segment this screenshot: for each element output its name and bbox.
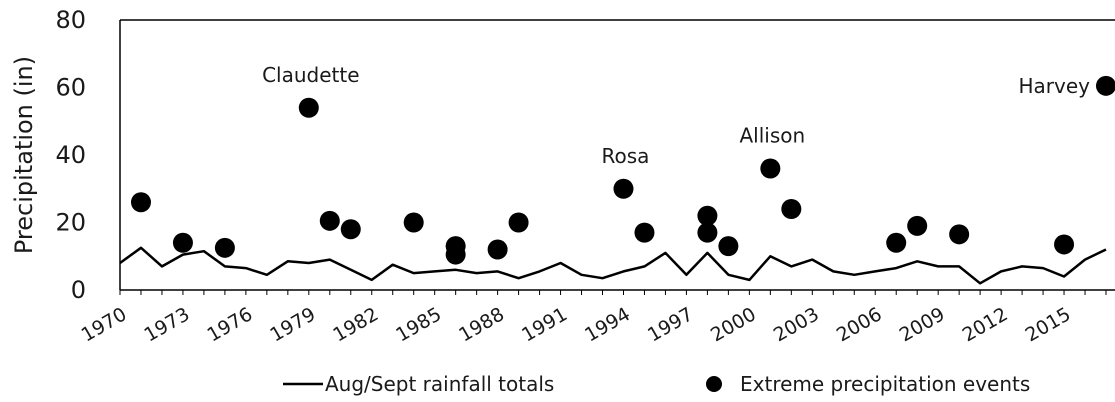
y-tick-label: 80 (55, 6, 86, 34)
x-tick-label: 2006 (833, 303, 886, 346)
extreme-event-point (487, 239, 508, 260)
extreme-event-point (886, 232, 907, 253)
x-tick-label: 1982 (329, 303, 382, 346)
extreme-event-point (907, 215, 928, 236)
extreme-event-point (949, 224, 970, 245)
x-tick-label: 2009 (896, 303, 949, 346)
x-tick-label: 2012 (959, 303, 1012, 346)
extreme-event-point (403, 212, 424, 233)
x-tick-label: 1988 (455, 303, 508, 346)
x-tick-label: 2000 (707, 303, 760, 346)
x-axis-ticks: 1970 1973 1976 1979 1982 1985 1988 1991 1994 1997… (78, 290, 1107, 347)
extreme-event-point (781, 199, 802, 219)
y-tick-label: 0 (71, 276, 86, 304)
x-tick-label: 2003 (770, 303, 823, 346)
legend-label-rainfall: Aug/Sept rainfall totals (325, 372, 554, 396)
annotation-harvey: Harvey (1019, 74, 1091, 98)
extreme-event-point (172, 232, 193, 253)
y-axis-ticks: 0 20 40 60 80 (55, 6, 86, 304)
x-tick-label: 1976 (203, 303, 256, 346)
extreme-event-point (508, 212, 529, 233)
x-tick-label: 1973 (141, 303, 194, 346)
extreme-event-point (298, 97, 319, 118)
x-tick-label: 1979 (266, 303, 319, 346)
rainfall-line-series (119, 246, 1107, 285)
y-tick-label: 20 (55, 209, 86, 237)
x-tick-label: 1997 (644, 303, 697, 346)
chart-axes (119, 19, 1115, 291)
extreme-event-point (130, 192, 151, 213)
extreme-event-point (1096, 75, 1115, 96)
extreme-event-point (340, 219, 361, 240)
extreme-event-point (1054, 234, 1075, 255)
extreme-event-point (613, 178, 634, 199)
annotation-allison: Allison (739, 124, 805, 148)
extreme-event-point (718, 236, 739, 257)
legend: Aug/Sept rainfall totals Extreme precipit… (283, 372, 1030, 396)
annotation-rosa: Rosa (602, 144, 650, 168)
y-axis-label: Precipitation (in) (10, 56, 38, 254)
legend-dot-swatch (706, 376, 722, 392)
x-tick-label: 1985 (392, 303, 445, 346)
extreme-event-point (319, 210, 340, 231)
extreme-event-point (760, 158, 781, 179)
extreme-events-series (130, 75, 1115, 265)
rainfall-line (119, 246, 1107, 285)
x-tick-label: 1970 (78, 303, 131, 346)
extreme-event-point (634, 222, 655, 243)
x-tick-label: 1994 (581, 303, 634, 346)
annotation-claudette: Claudette (262, 63, 359, 87)
extreme-event-point (697, 222, 718, 243)
x-tick-label: 1991 (518, 303, 571, 346)
y-tick-label: 60 (55, 74, 86, 102)
event-annotations: Claudette Rosa Allison Harvey (262, 63, 1090, 168)
extreme-event-point (214, 237, 235, 258)
extreme-event-point (697, 205, 718, 226)
y-tick-label: 40 (55, 141, 86, 169)
extreme-event-point (445, 244, 466, 265)
x-tick-label: 2015 (1022, 303, 1075, 346)
legend-label-extreme: Extreme precipitation events (740, 372, 1030, 396)
